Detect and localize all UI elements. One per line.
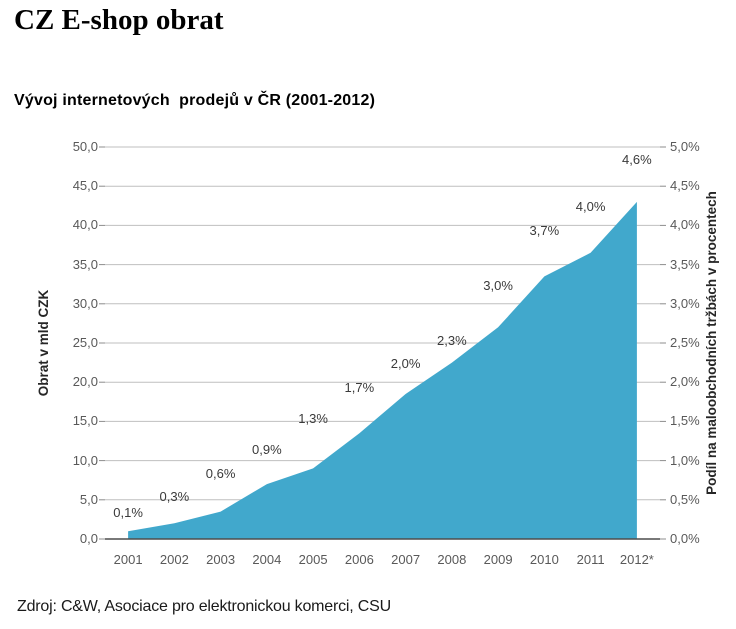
source-note: Zdroj: C&W, Asociace pro elektronickou k… [17,598,391,615]
turnover-area-series [128,201,637,539]
page-title: CZ E-shop obrat [14,4,224,36]
chart-title: Vývoj internetových prodejů v ČR (2001-2… [14,92,376,109]
